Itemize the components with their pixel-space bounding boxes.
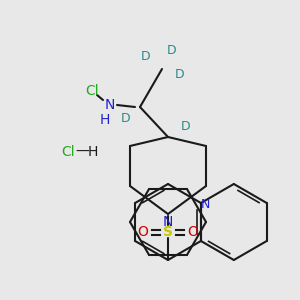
Text: D: D [167,44,177,58]
Text: —: — [75,145,89,159]
Text: D: D [121,112,131,125]
Text: Cl: Cl [61,145,75,159]
Text: Cl: Cl [85,84,99,98]
Text: D: D [181,121,191,134]
Text: O: O [138,225,148,239]
Text: S: S [163,225,173,239]
Text: H: H [100,113,110,127]
Text: D: D [175,68,185,82]
Text: N: N [163,215,173,229]
Text: N: N [201,199,211,212]
Text: H: H [88,145,98,159]
Text: O: O [188,225,198,239]
Text: D: D [141,50,151,64]
Text: N: N [105,98,115,112]
